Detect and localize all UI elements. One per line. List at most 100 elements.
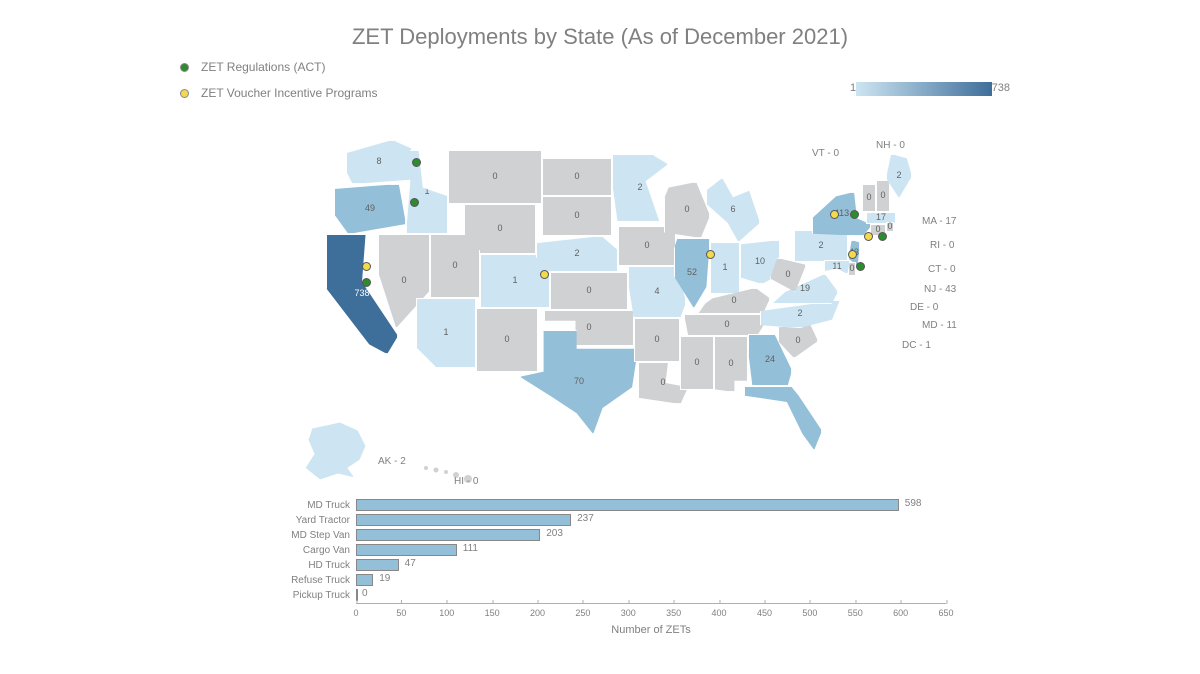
bar-fill	[356, 529, 540, 541]
legend-item-regulation: ZET Regulations (ACT)	[180, 60, 378, 74]
state-ri: 0	[886, 222, 894, 232]
state-ms: 0	[680, 336, 714, 390]
bar-category-label: Cargo Van	[274, 545, 356, 556]
regulation-marker	[412, 158, 421, 167]
callout-label: VT - 0	[812, 148, 839, 159]
callout-label: NH - 0	[876, 140, 905, 151]
regulation-marker	[362, 278, 371, 287]
state-nm: 0	[476, 308, 538, 372]
state-wy: 0	[464, 204, 536, 254]
callout-label: NJ - 43	[924, 284, 956, 295]
callout-label: CT - 0	[928, 264, 956, 275]
bar-value-label: 111	[457, 543, 478, 554]
bar-row: MD Truck 598	[274, 498, 946, 512]
state-mi: 6	[706, 178, 760, 242]
regulation-marker	[410, 198, 419, 207]
state-nd: 0	[542, 158, 612, 196]
bar-tick: 650	[938, 604, 953, 618]
state-tn: 0	[684, 314, 770, 336]
regulation-marker	[850, 210, 859, 219]
state-or: 49	[334, 184, 406, 234]
alaska-outline	[300, 418, 400, 486]
chart-title: ZET Deployments by State (As of December…	[0, 24, 1200, 50]
state-az: 1	[416, 298, 476, 368]
bar-tick: 600	[893, 604, 908, 618]
colorbar-gradient	[856, 82, 992, 96]
bar-tick: 450	[757, 604, 772, 618]
bar-fill	[356, 499, 899, 511]
bar-row: Pickup Truck0	[274, 588, 946, 602]
callout-label: AK - 2	[378, 456, 406, 467]
state-fl: 34	[744, 386, 822, 450]
state-ar: 0	[634, 318, 680, 362]
bar-category-label: Yard Tractor	[274, 515, 356, 526]
state-mt: 0	[448, 150, 542, 204]
voucher-marker	[706, 250, 715, 259]
bar-category-label: Pickup Truck	[274, 590, 356, 601]
state-nc: 2	[760, 300, 840, 328]
bar-fill	[356, 544, 457, 556]
legend-label: ZET Voucher Incentive Programs	[201, 86, 378, 100]
legend: ZET Regulations (ACT) ZET Voucher Incent…	[180, 60, 378, 112]
bar-category-label: HD Truck	[274, 560, 356, 571]
bar-tick: 150	[485, 604, 500, 618]
bar-value-label: 598	[899, 498, 922, 509]
callout-label: DC - 1	[902, 340, 931, 351]
bar-category-label: MD Step Van	[274, 530, 356, 541]
bar-tick: 50	[396, 604, 406, 618]
state-wi: 0	[664, 182, 710, 238]
bar-value-label: 0	[356, 588, 368, 599]
bar-tick: 250	[575, 604, 590, 618]
voucher-marker	[864, 232, 873, 241]
bar-row: Cargo Van 111	[274, 543, 946, 557]
bar-tick: 0	[353, 604, 358, 618]
bar-row: Yard Tractor 237	[274, 513, 946, 527]
state-in: 1	[710, 242, 740, 294]
callout-label: MA - 17	[922, 216, 956, 227]
state-wa: 8	[346, 140, 412, 184]
colorbar: Number of ZETs 1 738	[860, 82, 1000, 96]
bar-tick: 550	[848, 604, 863, 618]
state-nh: 0	[876, 180, 890, 212]
voucher-marker	[540, 270, 549, 279]
state-sc: 0	[778, 324, 818, 358]
callout-label: DE - 0	[910, 302, 938, 313]
bar-row: HD Truck47	[274, 558, 946, 572]
state-vt: 0	[862, 184, 876, 212]
bar-tick: 100	[439, 604, 454, 618]
bar-tick: 200	[530, 604, 545, 618]
bar-tick: 350	[666, 604, 681, 618]
bar-tick: 500	[802, 604, 817, 618]
legend-label: ZET Regulations (ACT)	[201, 60, 325, 74]
bar-tick: 400	[712, 604, 727, 618]
regulation-marker	[878, 232, 887, 241]
bar-fill	[356, 559, 399, 571]
bar-fill	[356, 514, 571, 526]
bar-row: Refuse Truck19	[274, 573, 946, 587]
voucher-marker	[848, 250, 857, 259]
bar-category-label: Refuse Truck	[274, 575, 356, 586]
callout-label: MD - 11	[922, 320, 957, 331]
callout-label: HI - 0	[454, 476, 478, 487]
state-al: 0	[714, 336, 748, 392]
state-md: 11	[824, 260, 850, 274]
dot-icon	[180, 89, 189, 98]
regulation-marker	[856, 262, 865, 271]
bar-tick: 300	[621, 604, 636, 618]
colorbar-max: 738	[992, 82, 1010, 96]
bar-row: MD Step Van 203	[274, 528, 946, 542]
state-mn: 2	[612, 154, 668, 222]
bar-chart: MD Truck 598 Yard Tractor 237 MD Step Van 203…	[274, 498, 946, 648]
voucher-marker	[362, 262, 371, 271]
bar-value-label: 237	[571, 513, 594, 524]
legend-item-voucher: ZET Voucher Incentive Programs	[180, 86, 378, 100]
dot-icon	[180, 63, 189, 72]
voucher-marker	[830, 210, 839, 219]
state-co: 1	[480, 254, 550, 308]
callout-label: RI - 0	[930, 240, 954, 251]
state-sd: 0	[542, 196, 612, 236]
bar-category-label: MD Truck	[274, 500, 356, 511]
bar-value-label: 203	[540, 528, 563, 539]
bar-x-axis: Number of ZETs 0 50 100 150 200 250 300 350 400 4…	[356, 603, 946, 633]
bar-x-label: Number of ZETs	[356, 624, 946, 636]
